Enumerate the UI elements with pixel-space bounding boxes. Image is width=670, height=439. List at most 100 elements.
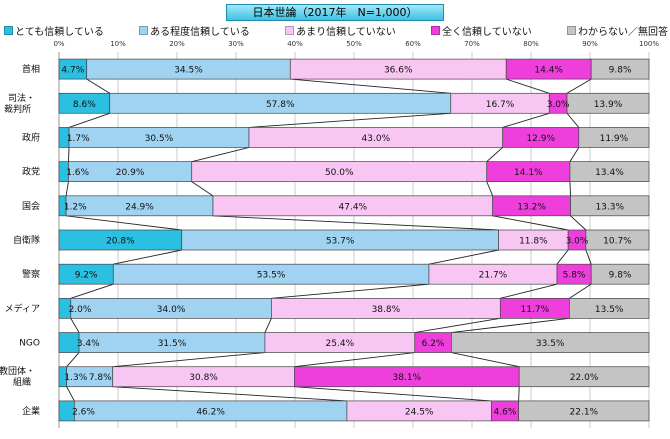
legend-label: 全く信頼していない: [442, 26, 532, 38]
series-connector-line: [451, 317, 570, 333]
category-label: 自衛隊: [13, 234, 40, 246]
series-connector-line: [585, 249, 592, 265]
data-label: 36.6%: [384, 66, 413, 76]
legend-label: わからない／無回答: [577, 26, 668, 38]
data-label: 22.1%: [570, 407, 599, 417]
bar-segment: [590, 58, 650, 80]
x-tick-label: 0%: [53, 40, 64, 48]
chart-legend: とても信頼している ある程度信頼している あまり信頼していない 全く信頼していない わか…: [4, 23, 668, 38]
series-connector-line: [112, 352, 265, 368]
data-label: 25.4%: [326, 339, 355, 349]
x-tick-label: 20%: [169, 40, 185, 48]
data-label: 46.2%: [196, 407, 225, 417]
x-tick-label: 70%: [464, 40, 480, 48]
series-connector-line: [191, 147, 250, 163]
data-label: 3.0%: [566, 237, 589, 247]
data-label: 1.2%: [64, 202, 87, 212]
x-tick-label: 40%: [287, 40, 303, 48]
series-connector-line: [428, 249, 499, 265]
data-label: 57.8%: [266, 100, 295, 110]
series-connector-line: [569, 181, 571, 196]
series-connector-line: [294, 386, 492, 402]
legend-swatch: [431, 25, 441, 35]
bar-segment: [569, 161, 650, 182]
legend-swatch: [285, 25, 295, 35]
data-label: 53.5%: [257, 271, 286, 281]
series-connector-line: [248, 112, 451, 128]
category-label: 司法・裁判所: [4, 92, 35, 115]
data-label: 13.9%: [594, 100, 623, 110]
series-connector-line: [66, 352, 80, 368]
category-label: 政党: [22, 166, 40, 178]
series-connector-line: [569, 283, 592, 299]
bar-segment: [578, 127, 650, 148]
series-connector-line: [70, 318, 80, 333]
data-label: 10.7%: [603, 237, 632, 247]
data-label: 16.7%: [486, 100, 515, 110]
series-connector-line: [212, 215, 499, 231]
data-label: 2.0%: [69, 305, 92, 315]
x-tick-label: 60%: [405, 40, 421, 48]
data-label: 53.7%: [326, 237, 355, 247]
data-label: 4.7%: [61, 66, 84, 76]
data-label: 38.1%: [393, 373, 422, 383]
legend-item: わからない／無回答: [566, 23, 668, 38]
category-label: 企業: [22, 405, 40, 417]
legend-label: あまり信頼していない: [296, 26, 396, 38]
series-connector-line: [492, 215, 569, 231]
bar-segment: [585, 229, 650, 251]
series-connector-line: [486, 147, 503, 162]
data-label: 24.9%: [125, 202, 154, 212]
data-label: 12.9%: [526, 134, 555, 144]
series-connector-line: [414, 317, 501, 333]
data-label: 13.2%: [517, 202, 546, 212]
data-label: 30.8%: [189, 373, 218, 383]
data-label: 3.0%: [547, 100, 570, 110]
series-connector-line: [506, 78, 550, 94]
data-label: 20.8%: [106, 237, 135, 247]
category-label: NGO: [19, 339, 40, 349]
category-label: 政府: [22, 131, 40, 143]
legend-item: 全く信頼していない: [431, 23, 532, 38]
series-connector-line: [66, 215, 182, 231]
data-label: 1.7%: [67, 134, 90, 144]
series-connector-line: [569, 147, 580, 162]
series-connector-line: [451, 352, 520, 368]
category-label: 宗教団体・組織: [0, 365, 35, 388]
bar-segment: [590, 263, 650, 285]
data-label: 8.6%: [73, 100, 96, 110]
series-connector-line: [556, 249, 569, 265]
series-connector-line: [264, 318, 272, 333]
series-connector-line: [67, 147, 70, 162]
series-connector-line: [486, 181, 494, 196]
category-label: メディア: [5, 302, 40, 314]
series-connector-line: [70, 283, 114, 299]
data-label: 21.7%: [479, 271, 508, 281]
bar-segment: [518, 366, 650, 388]
series-connector-line: [271, 283, 429, 299]
series-connector-line: [112, 386, 347, 402]
data-label: 34.5%: [174, 66, 203, 76]
data-label: 5.8%: [563, 271, 586, 281]
data-label: 20.9%: [116, 168, 145, 178]
data-label: 43.0%: [362, 134, 391, 144]
bar-segment: [566, 92, 650, 114]
category-label: 首相: [22, 63, 40, 75]
series-connector-line: [113, 249, 182, 265]
legend-swatch: [139, 25, 149, 35]
x-tick-label: 100%: [639, 40, 659, 48]
legend-label: とても信頼している: [15, 26, 104, 38]
x-tick-label: 10%: [110, 40, 126, 48]
x-tick-label: 50%: [346, 40, 362, 48]
data-label: 6.2%: [422, 339, 445, 349]
data-label: 24.5%: [405, 407, 434, 417]
data-label: 7.8%: [89, 373, 112, 383]
data-label: 11.8%: [519, 237, 548, 247]
data-label: 13.3%: [595, 202, 624, 212]
series-connector-line: [290, 78, 451, 94]
x-tick-label: 30%: [228, 40, 244, 48]
data-label: 11.9%: [600, 134, 629, 144]
legend-swatch: [4, 25, 13, 35]
